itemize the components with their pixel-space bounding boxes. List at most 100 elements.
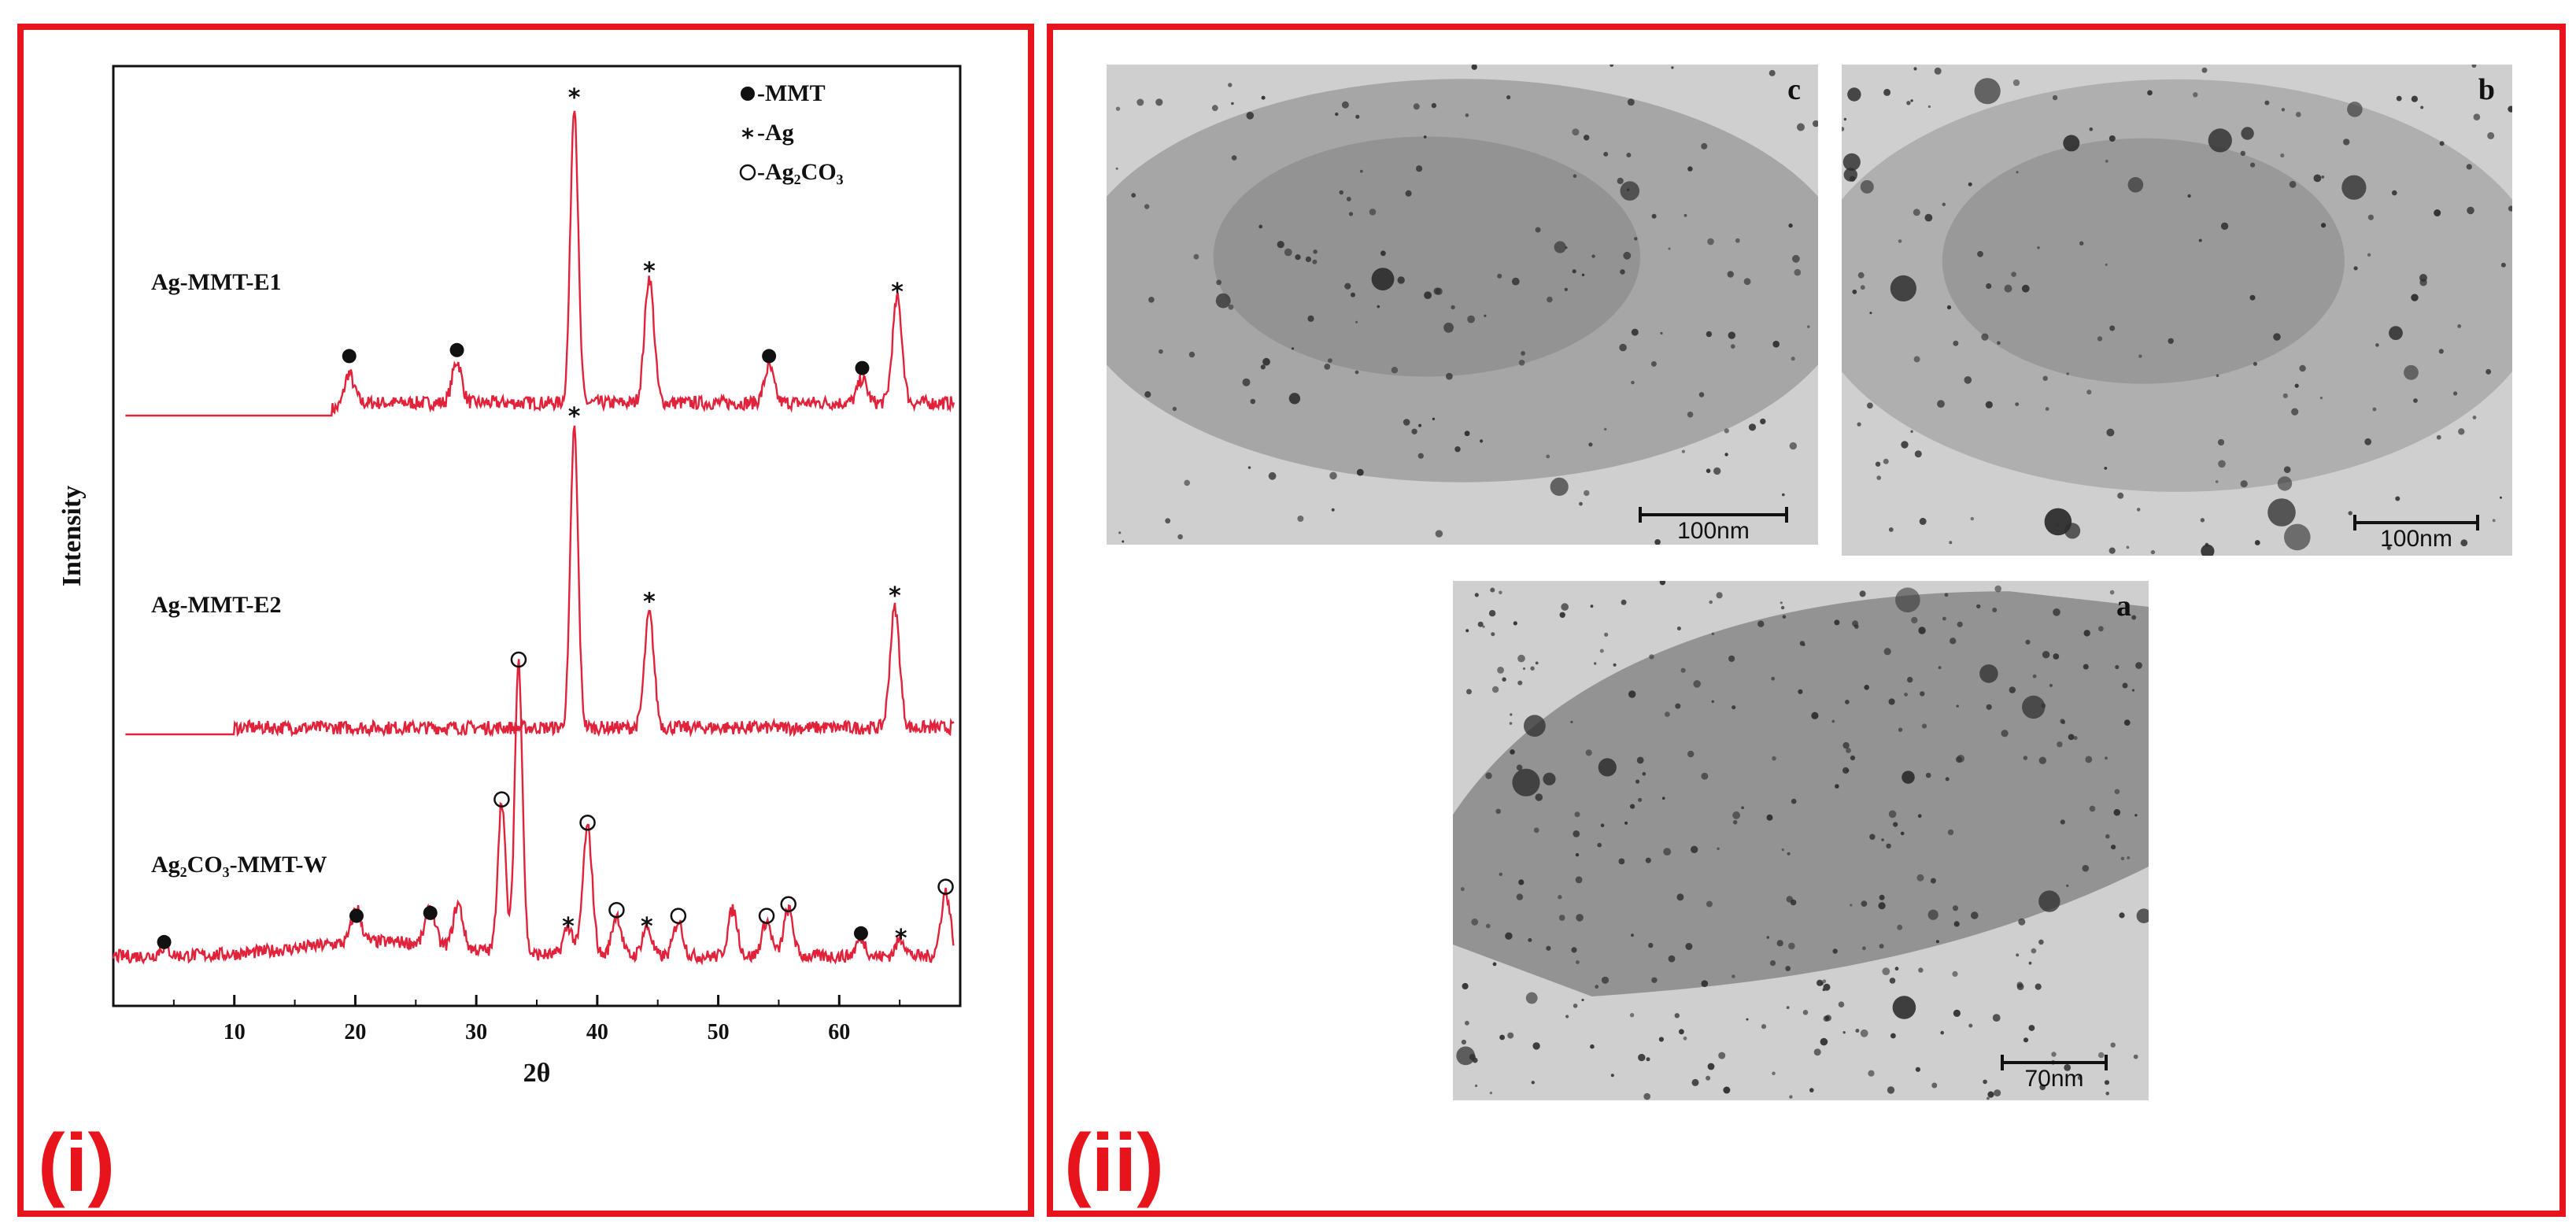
tem-nanoparticle [1297,516,1304,522]
tem-nanoparticle [1510,749,1515,755]
tem-nanoparticle [1148,297,1155,303]
tem-nanoparticle [1855,1029,1860,1033]
tem-nanoparticle [1312,259,1318,264]
tem-nanoparticle [1846,769,1850,772]
tem-nanoparticle [2060,819,2065,825]
tem-nanoparticle [1957,754,1965,763]
tem-nanoparticle [2115,664,2120,670]
tem-nanoparticle [2319,396,2323,400]
tem-nanoparticle [1820,1037,1828,1046]
tem-nanoparticle [1335,112,1339,116]
tem-nanoparticle [1675,703,1681,709]
tem-nanoparticle [2375,343,2379,347]
tem-nanoparticle [1845,700,1850,704]
tem-nanoparticle [1957,621,1963,627]
tem-micrograph-c [1107,65,1818,545]
x-tick-label: 30 [465,1020,487,1044]
tem-nanoparticle [2028,1025,2035,1031]
tem-nanoparticle [1968,182,1972,187]
tem-nanoparticle [2120,856,2125,860]
x-axis-label: 2θ [523,1059,551,1088]
tem-nanoparticle [1691,845,1698,853]
tem-nanoparticle [2205,542,2209,547]
tem-nanoparticle [2083,664,2089,670]
tem-nanoparticle [1723,1086,1731,1094]
tem-nanoparticle [1624,821,1628,825]
tem-nanoparticle [1659,581,1666,586]
tem-nanoparticle [1570,720,1573,723]
tem-nanoparticle [1532,1042,1540,1050]
tem-nanoparticle [2284,523,2311,551]
tem-nanoparticle [1261,95,1266,100]
tem-nanoparticle [1718,1052,1726,1059]
tem-nanoparticle [1411,428,1417,434]
scale-bar-b: 100nm [2353,513,2479,552]
tem-nanoparticle [1446,372,1453,380]
tem-nanoparticle [1144,391,1151,398]
tem-nanoparticle [1883,648,1891,656]
tem-nanoparticle [1601,976,1610,984]
tem-nanoparticle [1709,600,1713,604]
tem-nanoparticle [2097,1052,2105,1059]
tem-nanoparticle [1788,942,1795,950]
tem-nanoparticle [1631,933,1634,937]
tem-nanoparticle [2136,508,2141,512]
tem-nanoparticle [2066,372,2069,375]
tem-nanoparticle [1339,190,1343,195]
tem-nanoparticle [1594,662,1597,665]
tem-nanoparticle [1918,627,1926,634]
tem-nanoparticle [1743,278,1751,286]
tem-nanoparticle [1462,982,1469,990]
tem-nanoparticle [1535,227,1541,233]
tem-nanoparticle [2364,438,2372,445]
tem-nanoparticle [1869,834,1876,840]
tem-nanoparticle [2023,756,2028,760]
tem-nanoparticle [1506,95,1511,100]
tem-nanoparticle [2028,961,2032,965]
tem-nanoparticle [1771,676,1776,681]
tem-nanoparticle [1610,65,1614,67]
tem-nanoparticle [2438,349,2444,354]
peak-marker-ag: * [891,279,904,306]
tem-nanoparticle [2201,544,2215,556]
tem-nanoparticle [1947,829,1954,836]
tem-nanoparticle [2064,1064,2072,1071]
tem-nanoparticle [1575,852,1580,857]
x-tick-label: 50 [708,1020,730,1044]
tem-nanoparticle [1480,439,1484,443]
series-group: Ag-MMT-E2 * * * [125,403,955,738]
tem-nanoparticle [1930,878,1936,884]
tem-nanoparticle [2097,336,2103,342]
legend-text: -Ag [757,120,794,146]
series-line [112,659,955,966]
tem-nanoparticle [2105,1092,2109,1096]
tem-nanoparticle [2037,246,2040,250]
tem-nanoparticle [1371,268,1395,290]
tem-nanoparticle [1492,962,1497,967]
tem-nanoparticle [2031,948,2037,954]
tem-nanoparticle [2348,511,2352,516]
tem-nanoparticle [1883,88,1891,96]
tem-nanoparticle [1603,151,1609,157]
tem-nanoparticle [2347,102,2363,117]
peak-marker-ag: * [641,913,653,941]
scale-bar-line [2001,1055,2108,1070]
tem-nanoparticle [1471,65,1477,70]
tem-nanoparticle [1986,704,1992,710]
scale-bar-text-c: 100nm [1677,518,1750,544]
tem-nanoparticle [2079,241,2084,246]
tem-nanoparticle [1898,727,1903,732]
tem-nanoparticle [1355,320,1358,323]
tem-nanoparticle [2295,112,2301,117]
tem-nanoparticle [1535,793,1543,801]
tem-nanoparticle [1831,719,1835,723]
tem-nanoparticle [1706,468,1711,473]
tem-nanoparticle [1499,590,1502,595]
tem-nanoparticle [1716,592,1723,599]
tem-nanoparticle [1522,667,1526,671]
tem-nanoparticle [2066,884,2069,887]
tem-nanoparticle [1288,393,1301,405]
tem-nanoparticle [2250,162,2256,168]
tem-nanoparticle [1986,283,1992,290]
tem-nanoparticle [2200,518,2205,523]
